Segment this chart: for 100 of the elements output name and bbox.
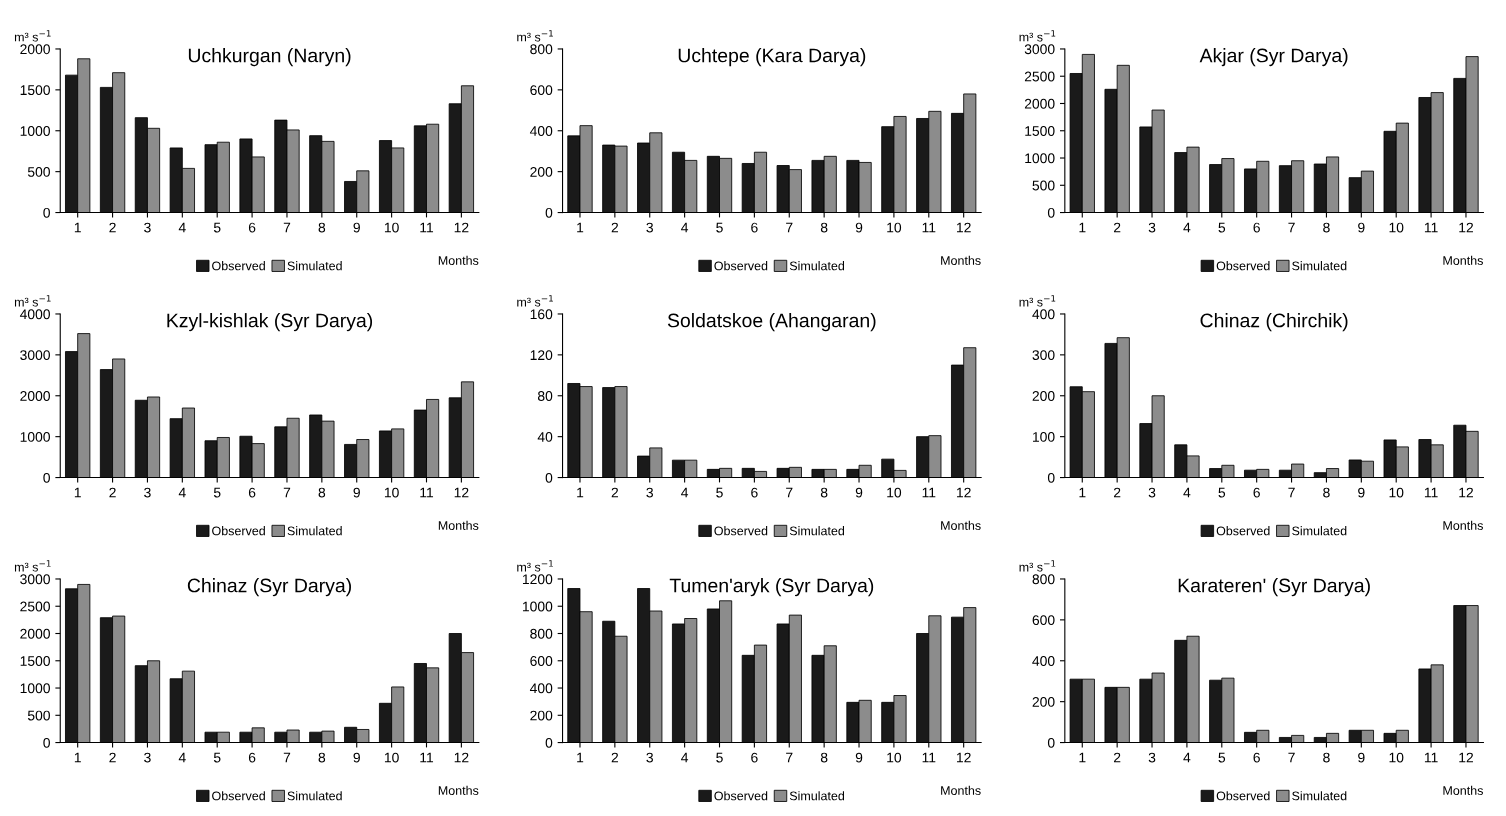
- y-tick-label: 0: [1047, 737, 1055, 748]
- x-axis-title: Months: [1443, 785, 1483, 795]
- x-tick-label: 12: [454, 487, 469, 498]
- x-tick-label: 3: [1148, 487, 1156, 498]
- x-tick-label: 11: [922, 752, 936, 763]
- legend-label: Observed: [212, 261, 265, 271]
- x-tick-label: 5: [213, 222, 221, 233]
- x-tick-label: 6: [751, 222, 758, 233]
- y-tick-label: 500: [27, 710, 50, 721]
- y-tick-label: 600: [530, 85, 553, 96]
- y-tick-label: 800: [530, 44, 553, 55]
- legend-label: Simulated: [789, 526, 845, 536]
- x-tick-label: 1: [74, 752, 81, 763]
- x-tick-label: 7: [1288, 752, 1295, 763]
- x-tick-label: 8: [820, 222, 828, 233]
- y-tick-label: 200: [1032, 697, 1055, 707]
- legend-label: Observed: [1216, 261, 1270, 271]
- y-tick-label: 400: [1032, 309, 1055, 320]
- x-tick-label: 3: [646, 222, 653, 233]
- y-axis-title: m³ s$^{−1}$: [517, 30, 553, 42]
- legend-label: Simulated: [287, 261, 342, 271]
- x-tick-label: 2: [611, 222, 619, 233]
- x-tick-label: 4: [681, 222, 689, 233]
- x-tick-label: 10: [887, 222, 902, 233]
- y-tick-label: 0: [43, 737, 50, 748]
- x-tick-label: 9: [1358, 752, 1365, 763]
- y-axis-title: m³ s$^{−1}$: [14, 295, 51, 307]
- x-tick-label: 5: [716, 222, 723, 233]
- x-tick-label: 4: [1183, 487, 1191, 498]
- x-tick-label: 6: [248, 752, 256, 763]
- x-tick-label: 7: [283, 487, 291, 498]
- y-tick-label: 400: [1032, 656, 1055, 666]
- x-tick-label: 3: [646, 487, 653, 498]
- x-tick-label: 7: [1288, 222, 1295, 233]
- x-tick-label: 2: [109, 487, 116, 498]
- y-tick-label: 1500: [20, 85, 50, 96]
- y-tick-label: 1000: [1025, 153, 1055, 164]
- x-tick-label: 2: [109, 222, 116, 233]
- x-axis-title: Months: [438, 520, 479, 530]
- y-tick-label: 1000: [522, 601, 553, 612]
- x-tick-label: 11: [420, 222, 434, 233]
- x-axis-title: Months: [941, 785, 981, 795]
- y-tick-label: 2500: [20, 601, 50, 612]
- x-tick-label: 6: [1253, 487, 1260, 498]
- x-axis-title: Months: [438, 785, 479, 795]
- y-tick-label: 0: [43, 207, 50, 218]
- y-tick-label: 800: [1032, 574, 1055, 585]
- y-axis-title: m³ s$^{−1}$: [14, 560, 51, 572]
- x-tick-label: 10: [384, 752, 399, 763]
- x-tick-label: 2: [109, 752, 116, 763]
- x-tick-label: 10: [384, 487, 399, 498]
- y-tick-label: 200: [1032, 391, 1055, 401]
- x-tick-label: 6: [1253, 752, 1260, 763]
- x-tick-label: 8: [820, 487, 828, 498]
- x-tick-label: 8: [318, 752, 326, 763]
- x-tick-label: 11: [1424, 752, 1438, 763]
- chart-title: Uchkurgan (Naryn): [188, 48, 351, 67]
- x-tick-label: 2: [611, 487, 619, 498]
- x-tick-label: 3: [144, 487, 151, 498]
- x-tick-label: 12: [454, 752, 469, 763]
- y-axis-title: m³ s$^{−1}$: [1019, 30, 1056, 42]
- y-tick-label: 0: [545, 207, 553, 218]
- y-tick-label: 2000: [1024, 98, 1055, 109]
- x-tick-label: 4: [1183, 752, 1191, 763]
- x-tick-label: 10: [887, 752, 902, 763]
- x-tick-label: 1: [577, 487, 584, 498]
- legend-label: Simulated: [1292, 261, 1347, 271]
- y-tick-label: 2500: [1024, 71, 1055, 82]
- y-tick-label: 3000: [20, 350, 50, 361]
- x-tick-label: 4: [178, 487, 186, 498]
- legend-label: Simulated: [1292, 791, 1347, 801]
- x-tick-label: 11: [420, 487, 434, 498]
- x-tick-label: 10: [384, 222, 399, 233]
- x-tick-label: 9: [1358, 487, 1365, 498]
- x-tick-label: 2: [611, 752, 619, 763]
- x-tick-label: 9: [353, 752, 360, 763]
- x-tick-label: 8: [1323, 752, 1330, 763]
- x-tick-label: 12: [957, 222, 971, 233]
- y-tick-label: 1500: [20, 656, 50, 666]
- x-tick-label: 8: [318, 487, 326, 498]
- x-tick-label: 12: [454, 222, 469, 233]
- x-tick-label: 11: [1424, 222, 1438, 233]
- x-axis-title: Months: [1443, 255, 1483, 265]
- y-tick-label: 3000: [1024, 44, 1055, 55]
- y-tick-label: 40: [537, 431, 553, 442]
- x-tick-label: 9: [1358, 222, 1365, 233]
- y-tick-label: 400: [529, 126, 553, 136]
- x-tick-label: 7: [786, 222, 793, 233]
- x-tick-label: 9: [855, 222, 863, 233]
- x-tick-label: 8: [318, 222, 326, 233]
- x-tick-label: 10: [1389, 222, 1404, 233]
- legend-label: Simulated: [287, 526, 342, 536]
- chart-title: Chinaz (Chirchik): [1200, 313, 1348, 332]
- x-tick-label: 11: [922, 222, 936, 233]
- y-tick-label: 120: [530, 350, 553, 361]
- x-tick-label: 12: [1459, 222, 1473, 233]
- x-tick-label: 7: [786, 752, 793, 763]
- x-tick-label: 5: [1218, 487, 1226, 498]
- x-tick-label: 6: [1253, 222, 1260, 233]
- x-tick-label: 4: [681, 487, 689, 498]
